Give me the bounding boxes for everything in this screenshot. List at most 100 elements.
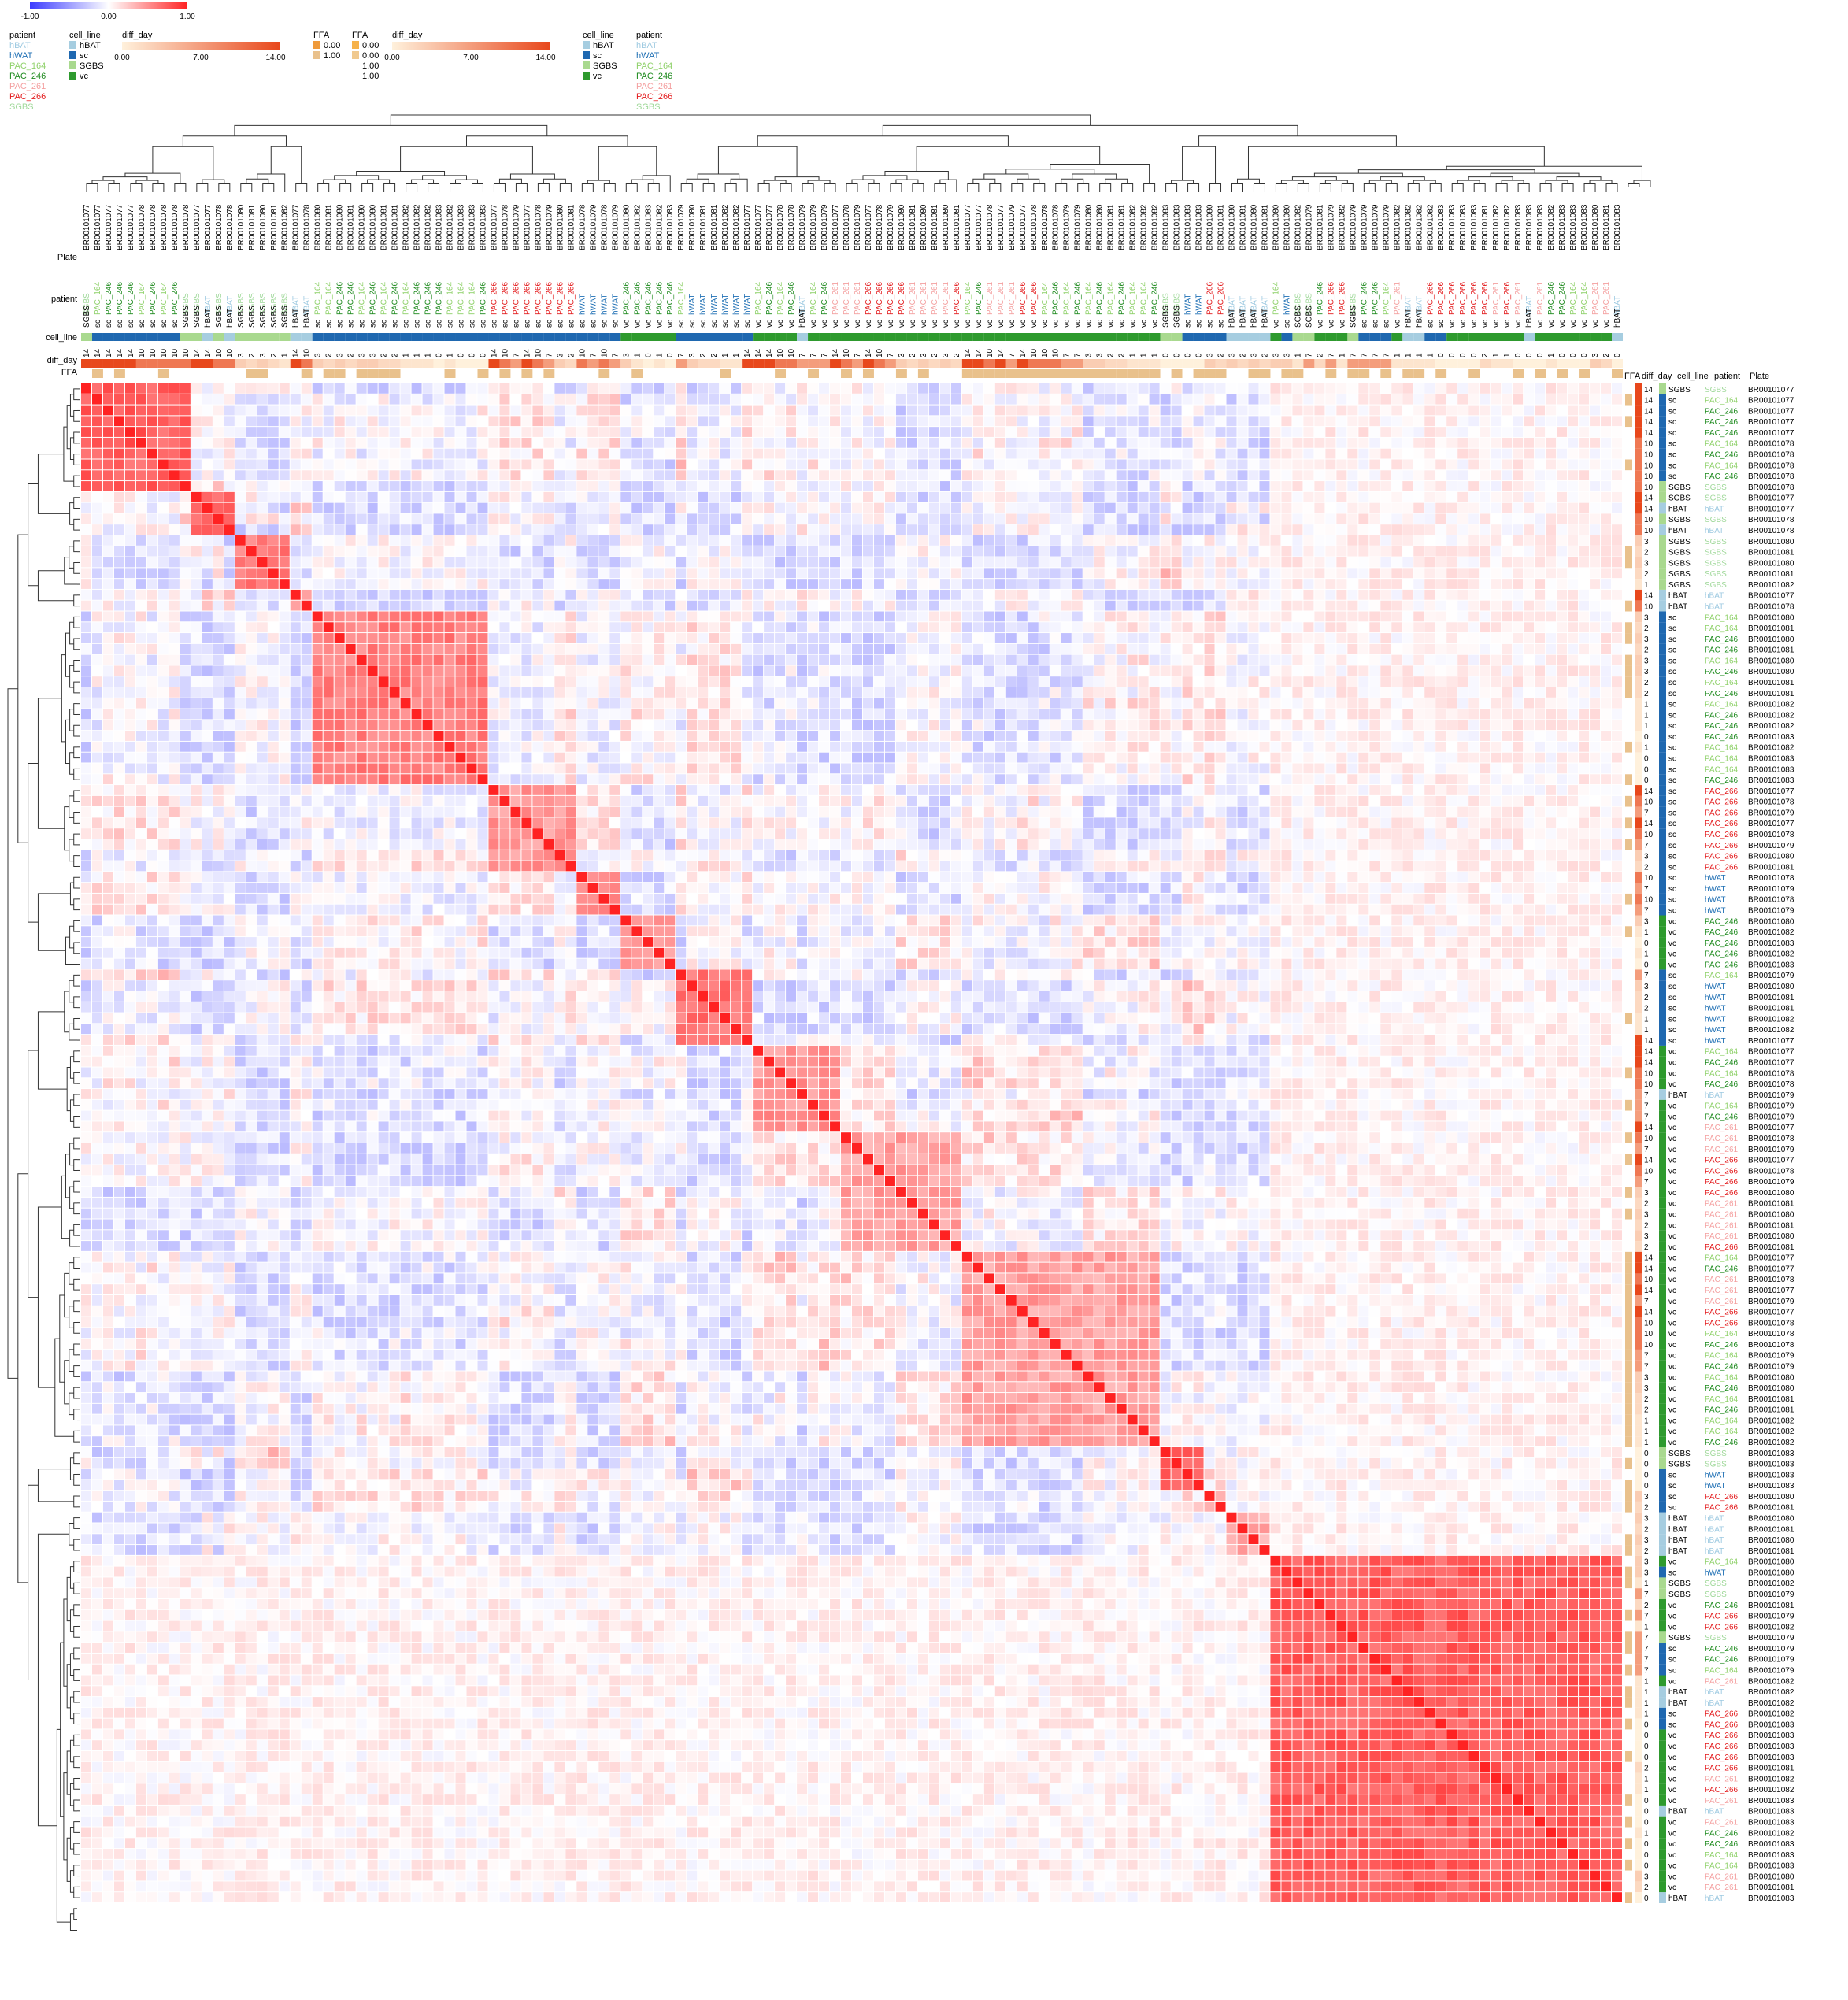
column-cell-line-label: sc [160,320,169,328]
heatmap-cell [1303,438,1313,448]
heatmap-cell [576,438,587,448]
heatmap-cell [224,503,235,513]
heatmap-cell [1480,383,1490,394]
heatmap-cell [1259,449,1269,459]
dendrogram-branch [74,410,77,421]
dendrogram-branch [510,174,554,179]
column-cell-line-label: sc [523,320,531,328]
heatmap-cell [1480,406,1490,416]
heatmap-cell [929,470,939,480]
heatmap-cell [1424,406,1435,416]
row-cell-line-bar [1659,1556,1666,1567]
column-ffa-bar [1039,369,1050,378]
column-ffa-bar [907,369,918,378]
dendrogram-branch [412,180,434,183]
heatmap-cell [764,546,774,557]
column-ffa-bar [1105,369,1117,378]
heatmap-cell [423,481,433,491]
row-cell-line-bar [1659,1382,1666,1393]
heatmap-cell [554,449,565,459]
row-cell-line-label: sc [1668,613,1676,622]
dendrogram-branch [70,503,74,525]
heatmap-cell [1524,513,1534,524]
heatmap-cell [631,383,642,394]
heatmap-cell [1502,481,1512,491]
column-plate-label: BR00101078 [160,204,169,250]
heatmap-cell [643,394,653,405]
heatmap-cell [368,427,378,437]
row-diff-day-label: 10 [1644,483,1654,492]
row-diff-day-label: 1 [1644,1015,1649,1024]
column-cell-line-bar [456,333,467,341]
dendrogram-branch [69,1350,74,1372]
heatmap-cell [598,481,609,491]
row-diff-day-label: 3 [1644,613,1649,622]
column-diff-day-bar [1568,359,1579,368]
row-diff-day-bar [1635,785,1642,796]
heatmap-cell [543,492,554,502]
heatmap-cell [1194,394,1204,405]
row-diff-day-bar [1635,980,1642,991]
row-plate-label: BR00101083 [1748,1743,1794,1751]
heatmap-cell [565,535,576,546]
dendrogram-branch [1078,184,1089,187]
column-cell-line-bar [1513,333,1524,341]
row-plate-label: BR00101080 [1748,538,1794,546]
row-cell-line-bar [1659,817,1666,828]
heatmap-cell [401,492,411,502]
row-cell-line-bar [1659,1273,1666,1284]
heatmap-cell [896,416,906,426]
row-cell-line-bar [1659,1567,1666,1578]
column-ffa-bar [598,369,609,378]
row-diff-day-label: 7 [1644,1102,1649,1111]
heatmap-cell [1546,492,1556,502]
heatmap-cell [302,427,312,437]
dendrogram-branch [391,115,1090,125]
row-cell-line-label: SGBS [1668,1591,1691,1599]
row-plate-label: BR00101082 [1748,744,1794,753]
heatmap-cell [1502,492,1512,502]
column-patient-label: PAC_246 [765,281,774,315]
heatmap-cell [1468,449,1479,459]
row-ffa-bar [1625,1176,1632,1187]
column-cell-line-bar [357,333,368,341]
column-diff-day-label: 10 [578,348,587,357]
row-plate-label: BR00101079 [1748,1178,1794,1187]
heatmap-cell [1281,416,1291,426]
dendrogram-branch [1606,184,1617,187]
heatmap-cell [1468,406,1479,416]
row-diff-day-label: 7 [1644,1113,1649,1121]
column-patient-label: PAC_164 [380,281,389,315]
heatmap-cell [158,481,169,491]
heatmap-cell [147,460,157,470]
heatmap-cell [346,546,356,557]
heatmap-cell [246,492,257,502]
heatmap-cell [467,535,477,546]
heatmap-cell [896,557,906,568]
row-ffa-bar [1625,1198,1632,1209]
column-diff-day-label: 10 [138,348,146,357]
row-diff-day-label: 14 [1644,1287,1654,1295]
row-plate-label: BR00101082 [1748,1428,1794,1436]
row-patient-label: hWAT [1705,896,1726,905]
row-diff-day-bar [1635,601,1642,612]
heatmap-cell [1083,513,1094,524]
row-diff-day-label: 7 [1644,907,1649,916]
heatmap-cell [510,470,520,480]
heatmap-cell [180,568,191,578]
heatmap-cell [1259,438,1269,448]
row-cell-line-label: hBAT [1668,1688,1687,1697]
dendrogram-branch [74,1366,77,1377]
heatmap-cell [665,546,675,557]
heatmap-cell [907,535,917,546]
legend-title-patient: patient [636,31,662,40]
heatmap-cell [1535,481,1545,491]
heatmap-cell [1424,449,1435,459]
heatmap-cell [609,492,620,502]
column-cell-line-bar [510,333,521,341]
heatmap-cell [1238,470,1248,480]
row-cell-line-label: vc [1668,1439,1676,1447]
column-plate-label: BR00101081 [1261,204,1269,250]
column-cell-line-label: vc [1316,320,1324,328]
dendrogram-branch [74,1735,77,1746]
